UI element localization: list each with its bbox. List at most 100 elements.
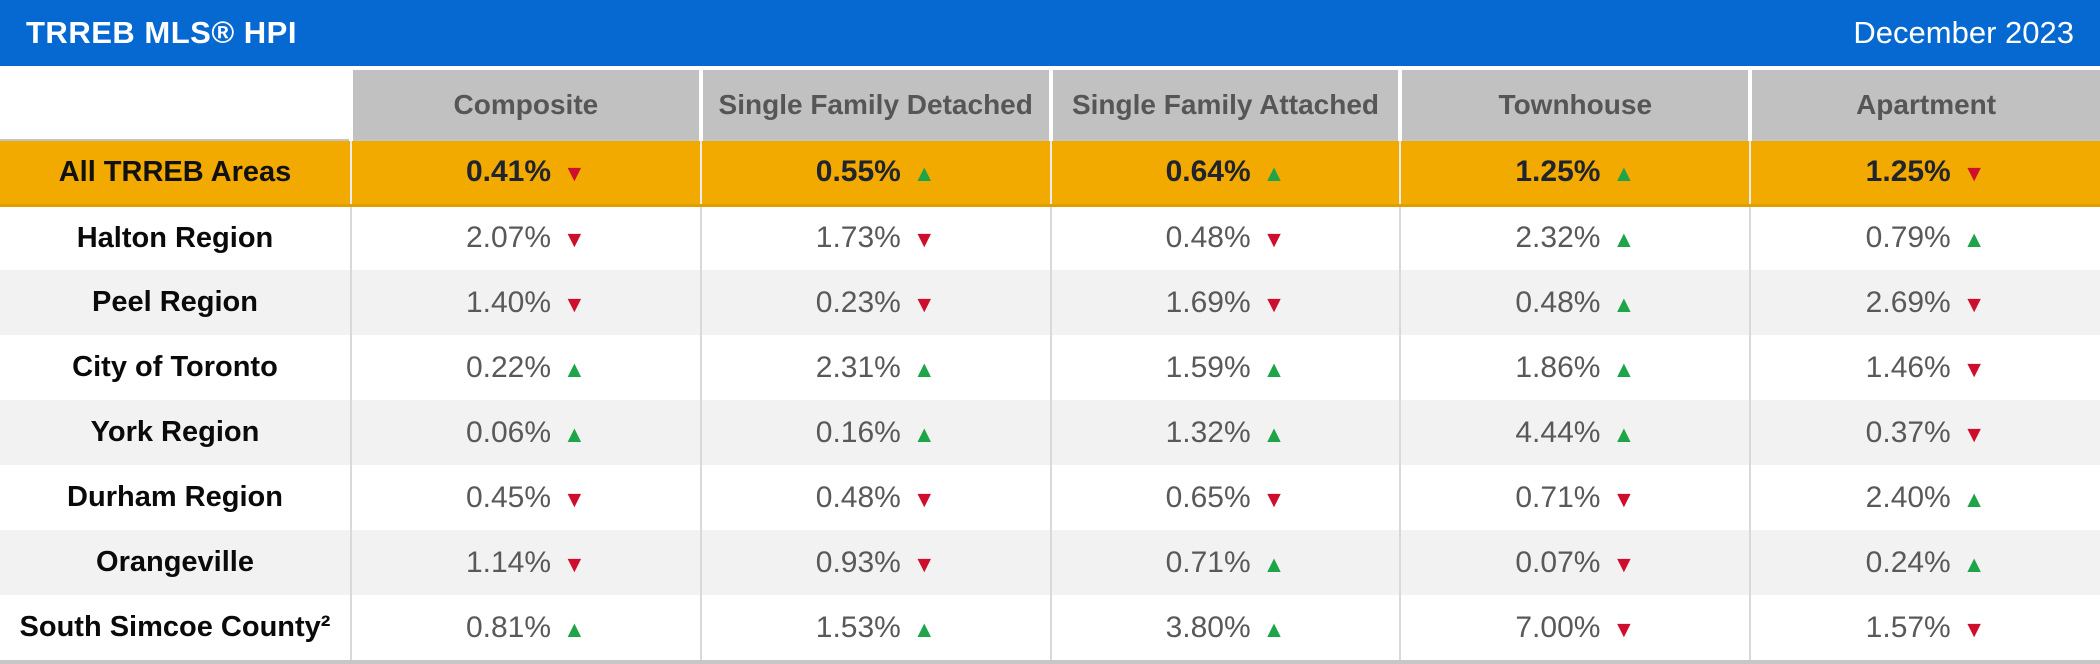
value-cell: 1.14% ▼ (350, 530, 701, 595)
value-cell: 0.81% ▲ (350, 595, 701, 660)
value-cell: 0.16% ▲ (699, 400, 1051, 465)
value-text: 3.80% (1165, 610, 1251, 644)
value-text: 1.46% (1865, 350, 1951, 384)
region-cell: Orangeville (0, 530, 351, 595)
region-cell: Halton Region (76, 221, 274, 254)
value-cell: 0.79% ▲ (1749, 205, 2100, 270)
column-header: Single Family Detached (698, 70, 1051, 141)
table-row: Orangeville 1.14% ▼ 0.93% ▼ 0.71% ▲ 0.07% ▼ 0.24%… (0, 530, 2100, 595)
value-cell: 0.07% ▼ (1399, 530, 1751, 595)
value-cell: 0.48% ▼ (1049, 205, 1401, 270)
trend-up-icon: ▲ (1612, 290, 1636, 317)
value-cell: 7.00% ▼ (1399, 595, 1751, 660)
value-cell: 0.22% ▲ (350, 335, 701, 400)
trend-down-icon: ▼ (1612, 615, 1636, 642)
value-cell: 2.32% ▲ (1399, 205, 1751, 270)
value-text: 0.71% (1165, 545, 1251, 579)
value-text: 0.37% (1865, 415, 1951, 449)
value-cell: 1.25% ▼ (1749, 140, 2100, 207)
trend-up-icon: ▲ (1262, 615, 1286, 642)
trend-up-icon: ▲ (563, 615, 586, 642)
trend-up-icon: ▲ (912, 355, 936, 382)
value-text: 1.59% (1165, 350, 1251, 384)
value-cell: 1.25% ▲ (1399, 140, 1751, 207)
value-text: 0.22% (465, 350, 552, 384)
value-cell: 3.80% ▲ (1049, 595, 1401, 660)
trend-up-icon: ▲ (1262, 160, 1286, 187)
value-cell: 0.48% ▼ (699, 465, 1051, 530)
titlebar-divider (0, 66, 2100, 70)
value-cell: 1.69% ▼ (1049, 270, 1401, 335)
value-text: 7.00% (1515, 610, 1601, 644)
trend-down-icon: ▼ (1962, 615, 1986, 642)
value-cell: 0.45% ▼ (350, 465, 701, 530)
trend-down-icon: ▼ (1962, 355, 1986, 382)
value-text: 2.69% (1865, 285, 1951, 319)
trend-down-icon: ▼ (912, 226, 936, 253)
table-row: Halton Region 2.07% ▼ 1.73% ▼ 0.48% ▼ 2.32% ▲ 0.7… (0, 205, 2100, 270)
value-cell: 0.37% ▼ (1749, 400, 2100, 465)
value-cell: 0.55% ▲ (699, 140, 1051, 207)
table-header-row: Composite Single Family Detached Single Fa… (0, 70, 2100, 141)
value-text: 1.57% (1865, 610, 1951, 644)
trend-down-icon: ▼ (563, 550, 586, 577)
column-header: Composite (349, 70, 701, 141)
trend-down-icon: ▼ (912, 290, 936, 317)
value-cell: 2.40% ▲ (1749, 465, 2100, 530)
value-text: 0.07% (1515, 545, 1601, 579)
trend-up-icon: ▲ (1962, 485, 1986, 512)
value-text: 0.81% (465, 610, 552, 644)
value-text: 0.71% (1515, 480, 1601, 514)
value-text: 0.23% (815, 285, 901, 319)
value-text: 1.53% (815, 610, 901, 644)
trend-up-icon: ▲ (563, 420, 586, 447)
value-text: 0.16% (815, 415, 901, 449)
value-cell: 2.07% ▼ (350, 205, 701, 270)
column-header: Single Family Attached (1048, 70, 1401, 141)
trend-up-icon: ▲ (912, 615, 936, 642)
value-text: 0.65% (1165, 480, 1251, 514)
value-cell: 1.53% ▲ (699, 595, 1051, 660)
value-cell: 1.46% ▼ (1749, 335, 2100, 400)
value-text: 0.93% (815, 545, 901, 579)
value-cell: 1.32% ▲ (1049, 400, 1401, 465)
trend-down-icon: ▼ (1962, 160, 1986, 187)
value-text: 0.48% (815, 480, 901, 514)
trend-up-icon: ▲ (1262, 550, 1286, 577)
table-row: South Simcoe County² 0.81% ▲ 1.53% ▲ 3.80% ▲ 7.… (0, 595, 2100, 660)
trend-down-icon: ▼ (1262, 485, 1286, 512)
value-text: 0.79% (1865, 221, 1951, 255)
value-cell: 1.86% ▲ (1399, 335, 1751, 400)
value-cell: 0.93% ▼ (699, 530, 1051, 595)
value-text: 4.44% (1515, 415, 1601, 449)
trend-up-icon: ▲ (912, 160, 936, 187)
value-text: 1.25% (1515, 155, 1601, 189)
trend-down-icon: ▼ (563, 290, 586, 317)
trend-down-icon: ▼ (1262, 290, 1286, 317)
trend-up-icon: ▲ (1612, 355, 1636, 382)
region-cell: Peel Region (0, 270, 351, 335)
value-cell: 0.06% ▲ (350, 400, 701, 465)
region-cell: South Simcoe County² (19, 611, 331, 643)
value-text: 0.48% (1515, 285, 1601, 319)
trend-down-icon: ▼ (912, 485, 936, 512)
value-text: 1.25% (1865, 155, 1951, 189)
column-header: Townhouse (1398, 70, 1751, 141)
value-text: 1.40% (465, 285, 552, 319)
column-header: Apartment (1748, 70, 2100, 141)
value-cell: 0.71% ▼ (1399, 465, 1751, 530)
value-cell: 0.71% ▲ (1049, 530, 1401, 595)
trend-down-icon: ▼ (1962, 420, 1986, 447)
value-text: 2.40% (1865, 480, 1951, 514)
report-date: December 2023 (1853, 15, 2074, 50)
table-row: York Region 0.06% ▲ 0.16% ▲ 1.32% ▲ 4.44% ▲ 0.37%… (0, 400, 2100, 465)
value-cell: 1.57% ▼ (1749, 595, 2100, 660)
value-text: 0.64% (1165, 155, 1251, 189)
value-cell: 1.73% ▼ (699, 205, 1051, 270)
value-cell: 1.59% ▲ (1049, 335, 1401, 400)
trend-down-icon: ▼ (563, 160, 586, 187)
value-text: 2.07% (465, 221, 552, 255)
value-cell: 2.69% ▼ (1749, 270, 2100, 335)
value-text: 0.41% (465, 155, 552, 189)
